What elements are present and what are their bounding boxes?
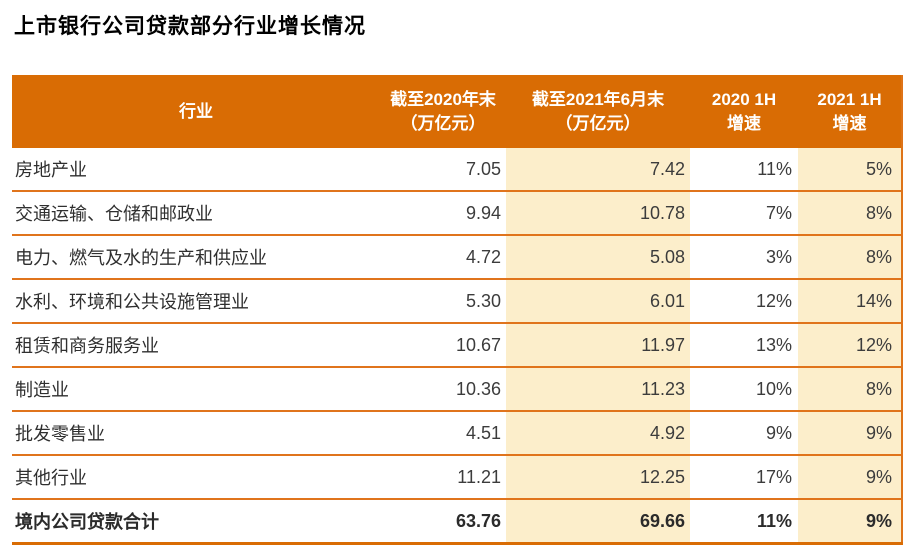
cell-end2021h1: 6.01 [506,279,690,323]
cell-growth2020h1: 3% [765,246,792,267]
cell-growth2020h1: 7% [765,202,792,223]
cell-growth2021h1: 14% [798,279,902,323]
cell-end2021h1: 7.42 [506,148,690,191]
cell-end2020: 9.94 [465,202,501,223]
table-row: 其他行业 11.21 12.25 17% 9% [12,455,902,499]
cell-growth2021h1: 8% [798,367,902,411]
cell-total-end2021h1: 69.66 [506,499,690,544]
table-body: 房地产业 7.05 7.42 11% 5% 交通运输、仓储和邮政业 9.94 1… [12,148,902,544]
table-row: 批发零售业 4.51 4.92 9% 9% [12,411,902,455]
column-header-label: 截至2021年6月末 [531,89,665,109]
cell-industry: 电力、燃气及水的生产和供应业 [15,248,267,268]
cell-industry: 水利、环境和公共设施管理业 [15,292,249,312]
column-header-label: 截至2020年末 [390,89,496,109]
cell-end2021h1: 5.08 [506,235,690,279]
column-header-label: 增速 [832,113,867,133]
column-header-label: 行业 [179,101,213,121]
cell-total-end2020: 63.76 [455,510,501,531]
report-table-page: 上市银行公司贷款部分行业增长情况 行业 截至2020年末 （万亿元） 截至202… [0,13,912,556]
cell-end2020: 10.36 [455,378,501,399]
cell-end2020: 7.05 [465,158,501,179]
column-header-industry: 行业 [12,75,380,148]
cell-end2020: 4.51 [465,422,501,443]
cell-end2020: 5.30 [465,290,501,311]
cell-end2021h1: 10.78 [506,191,690,235]
column-header-growth2021h1: 2021 1H 增速 [798,75,902,148]
cell-end2021h1: 11.97 [506,323,690,367]
cell-end2021h1: 4.92 [506,411,690,455]
cell-industry: 制造业 [15,380,69,400]
table-row: 水利、环境和公共设施管理业 5.30 6.01 12% 14% [12,279,902,323]
cell-growth2021h1: 12% [798,323,902,367]
page-title: 上市银行公司贷款部分行业增长情况 [14,15,366,38]
corporate-loans-by-industry-table: 行业 截至2020年末 （万亿元） 截至2021年6月末 （万亿元） 2020 … [12,75,903,545]
table-row: 房地产业 7.05 7.42 11% 5% [12,148,902,191]
cell-industry: 租赁和商务服务业 [15,336,159,356]
cell-growth2021h1: 8% [798,235,902,279]
column-header-growth2020h1: 2020 1H 增速 [690,75,798,148]
cell-growth2020h1: 12% [755,290,792,311]
table-header: 行业 截至2020年末 （万亿元） 截至2021年6月末 （万亿元） 2020 … [12,75,902,148]
cell-growth2020h1: 17% [755,466,792,487]
table-row: 制造业 10.36 11.23 10% 8% [12,367,902,411]
column-header-unit: （万亿元） [400,113,486,133]
cell-end2021h1: 11.23 [506,367,690,411]
cell-total-growth2021h1: 9% [798,499,902,544]
cell-growth2021h1: 5% [798,148,902,191]
cell-end2020: 11.21 [457,466,501,487]
column-header-label: 2021 1H [817,89,882,109]
table-total-row: 境内公司贷款合计 63.76 69.66 11% 9% [12,499,902,544]
table-row: 租赁和商务服务业 10.67 11.97 13% 12% [12,323,902,367]
cell-end2020: 10.67 [455,334,501,355]
cell-growth2020h1: 10% [755,378,792,399]
column-header-label: 2020 1H [711,89,777,109]
cell-industry: 交通运输、仓储和邮政业 [15,204,213,224]
cell-industry: 房地产业 [15,160,87,180]
cell-total-growth2020h1: 11% [756,510,792,531]
column-header-end2020: 截至2020年末 （万亿元） [380,75,506,148]
cell-growth2020h1: 9% [765,422,792,443]
cell-growth2020h1: 11% [757,158,792,179]
cell-total-label: 境内公司贷款合计 [15,512,159,532]
cell-end2020: 4.72 [465,246,501,267]
cell-industry: 其他行业 [15,468,87,488]
cell-end2021h1: 12.25 [506,455,690,499]
table-row: 电力、燃气及水的生产和供应业 4.72 5.08 3% 8% [12,235,902,279]
header-row: 行业 截至2020年末 （万亿元） 截至2021年6月末 （万亿元） 2020 … [12,75,902,148]
cell-growth2020h1: 13% [755,334,792,355]
column-header-unit: （万亿元） [555,113,641,133]
cell-industry: 批发零售业 [15,424,105,444]
cell-growth2021h1: 9% [798,455,902,499]
table-row: 交通运输、仓储和邮政业 9.94 10.78 7% 8% [12,191,902,235]
cell-growth2021h1: 8% [798,191,902,235]
cell-growth2021h1: 9% [798,411,902,455]
column-header-label: 增速 [727,113,761,133]
column-header-end2021h1: 截至2021年6月末 （万亿元） [506,75,690,148]
